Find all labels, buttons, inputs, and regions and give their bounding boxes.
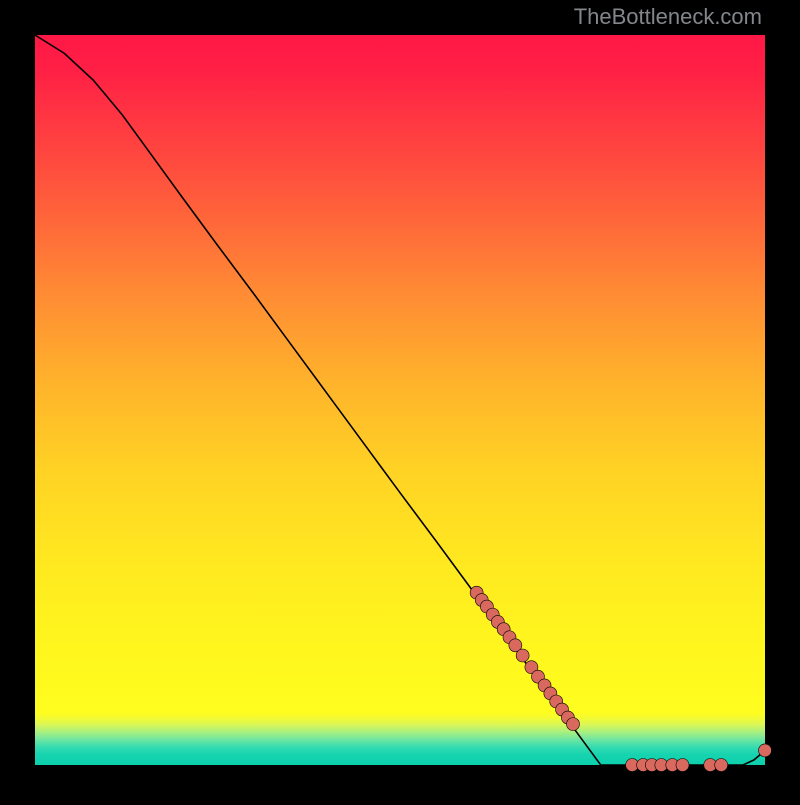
data-marker: [676, 759, 689, 772]
data-marker: [567, 718, 580, 731]
bottleneck-chart: [0, 0, 800, 800]
chart-svg: [0, 0, 800, 800]
data-marker: [759, 744, 772, 757]
watermark-text: TheBottleneck.com: [574, 4, 762, 30]
data-marker: [516, 649, 529, 662]
data-marker: [715, 759, 728, 772]
